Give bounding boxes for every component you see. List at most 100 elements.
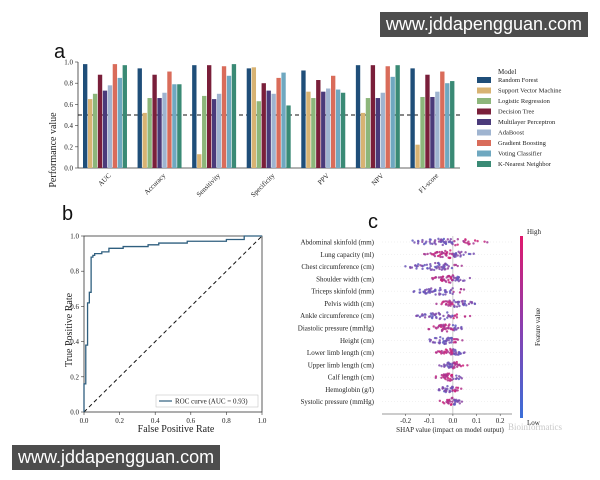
shap-point (445, 389, 448, 393)
shap-point (444, 253, 447, 256)
shap-point (452, 290, 455, 294)
shap-point (448, 252, 452, 255)
shap-point (435, 336, 438, 340)
shap-point (439, 336, 442, 339)
bar-gb (276, 77, 281, 168)
legend-label-gb: Gradient Boosting (498, 140, 547, 147)
shap-point (442, 278, 446, 282)
shap-point (451, 301, 454, 304)
bar-mlp (102, 90, 108, 168)
bar-knn (286, 105, 291, 168)
shap-feature-label: Lung capacity (ml) (320, 251, 374, 259)
shap-point (448, 290, 452, 293)
bar-dt (425, 74, 430, 168)
shap-point (462, 288, 466, 291)
bar-ada (162, 92, 167, 168)
shap-point (459, 254, 462, 257)
legend-label-svm: Support Vector Machine (498, 88, 562, 95)
roc-xtick-label: 0.2 (115, 417, 124, 425)
shap-point (451, 362, 454, 365)
bar-vc (172, 84, 177, 168)
roc-xtick-label: 0.4 (151, 417, 160, 425)
shap-feature-label: Abdominal skinfold (mm) (301, 239, 375, 247)
legend-label-vc: Voting Classifier (498, 151, 543, 158)
shap-point (415, 267, 418, 270)
shap-point (447, 338, 450, 342)
shap-point (453, 327, 456, 330)
shap-point (449, 347, 452, 351)
shap-point (427, 327, 430, 331)
shap-point (457, 279, 460, 283)
bar-svm (251, 67, 257, 168)
roc-curve (83, 235, 262, 412)
bar-ada (380, 92, 385, 168)
shap-point (463, 300, 467, 303)
shap-point (441, 337, 445, 340)
shap-point (429, 264, 432, 268)
bar-category-label: F1-score (417, 172, 440, 195)
shap-point (454, 279, 457, 282)
shap-point (450, 278, 454, 282)
shap-point (451, 367, 455, 370)
shap-feature-label: Chest circumference (cm) (301, 263, 374, 271)
legend-swatch-dt (477, 108, 491, 115)
shap-point (442, 314, 445, 318)
shap-point (442, 326, 445, 330)
bar-rf (355, 65, 361, 168)
shap-point (447, 275, 450, 278)
shap-point (456, 243, 459, 246)
bar-lr (256, 101, 261, 168)
shap-point (441, 243, 444, 247)
shap-point (433, 313, 437, 316)
shap-point (426, 252, 429, 256)
shap-point (450, 365, 454, 368)
bar-dt (370, 65, 376, 168)
shap-point (446, 363, 449, 366)
shap-point (455, 360, 458, 364)
bar-mlp (266, 90, 271, 168)
shap-point (442, 264, 445, 267)
bar-ada (107, 85, 113, 168)
shap-point (454, 350, 457, 353)
shap-point (442, 363, 446, 366)
shap-point (435, 351, 438, 354)
shap-point (456, 353, 459, 356)
shap-point (439, 240, 443, 244)
shap-xtick-label: 0.0 (449, 417, 458, 425)
legend-label-knn: K-Nearest Neighbor (498, 161, 552, 168)
bar-mlp (375, 98, 381, 168)
shap-point (454, 276, 458, 280)
shap-point (473, 302, 477, 306)
shap-point (446, 401, 449, 404)
shap-point (452, 305, 456, 308)
bar-rf (192, 65, 197, 168)
shap-point (438, 250, 441, 254)
legend-label-ada: AdaBoost (498, 130, 524, 137)
legend-label-rf: Random Forest (498, 77, 538, 84)
legend-swatch-vc (477, 150, 491, 157)
shap-point (457, 300, 460, 304)
bar-svm (306, 91, 311, 168)
bar-svm (142, 112, 147, 168)
shap-point (428, 340, 432, 343)
shap-point (452, 377, 455, 381)
bar-mlp (157, 98, 162, 168)
roc-plot-frame (83, 235, 263, 413)
shap-point (439, 238, 442, 242)
shap-point (446, 350, 450, 353)
shap-feature-label: Pelvis width (cm) (324, 300, 374, 308)
shap-point (460, 327, 463, 331)
shap-point (452, 276, 456, 280)
shap-point (434, 293, 437, 296)
shap-point (434, 243, 437, 246)
shap-point (461, 302, 465, 305)
bar-ytick-label: 1.0 (64, 59, 73, 67)
shap-point (486, 241, 489, 244)
shap-point (451, 303, 454, 306)
shap-point (444, 377, 447, 381)
bar-lr (202, 95, 207, 168)
shap-point (461, 339, 464, 342)
shap-point (453, 253, 456, 256)
shap-point (438, 313, 441, 316)
